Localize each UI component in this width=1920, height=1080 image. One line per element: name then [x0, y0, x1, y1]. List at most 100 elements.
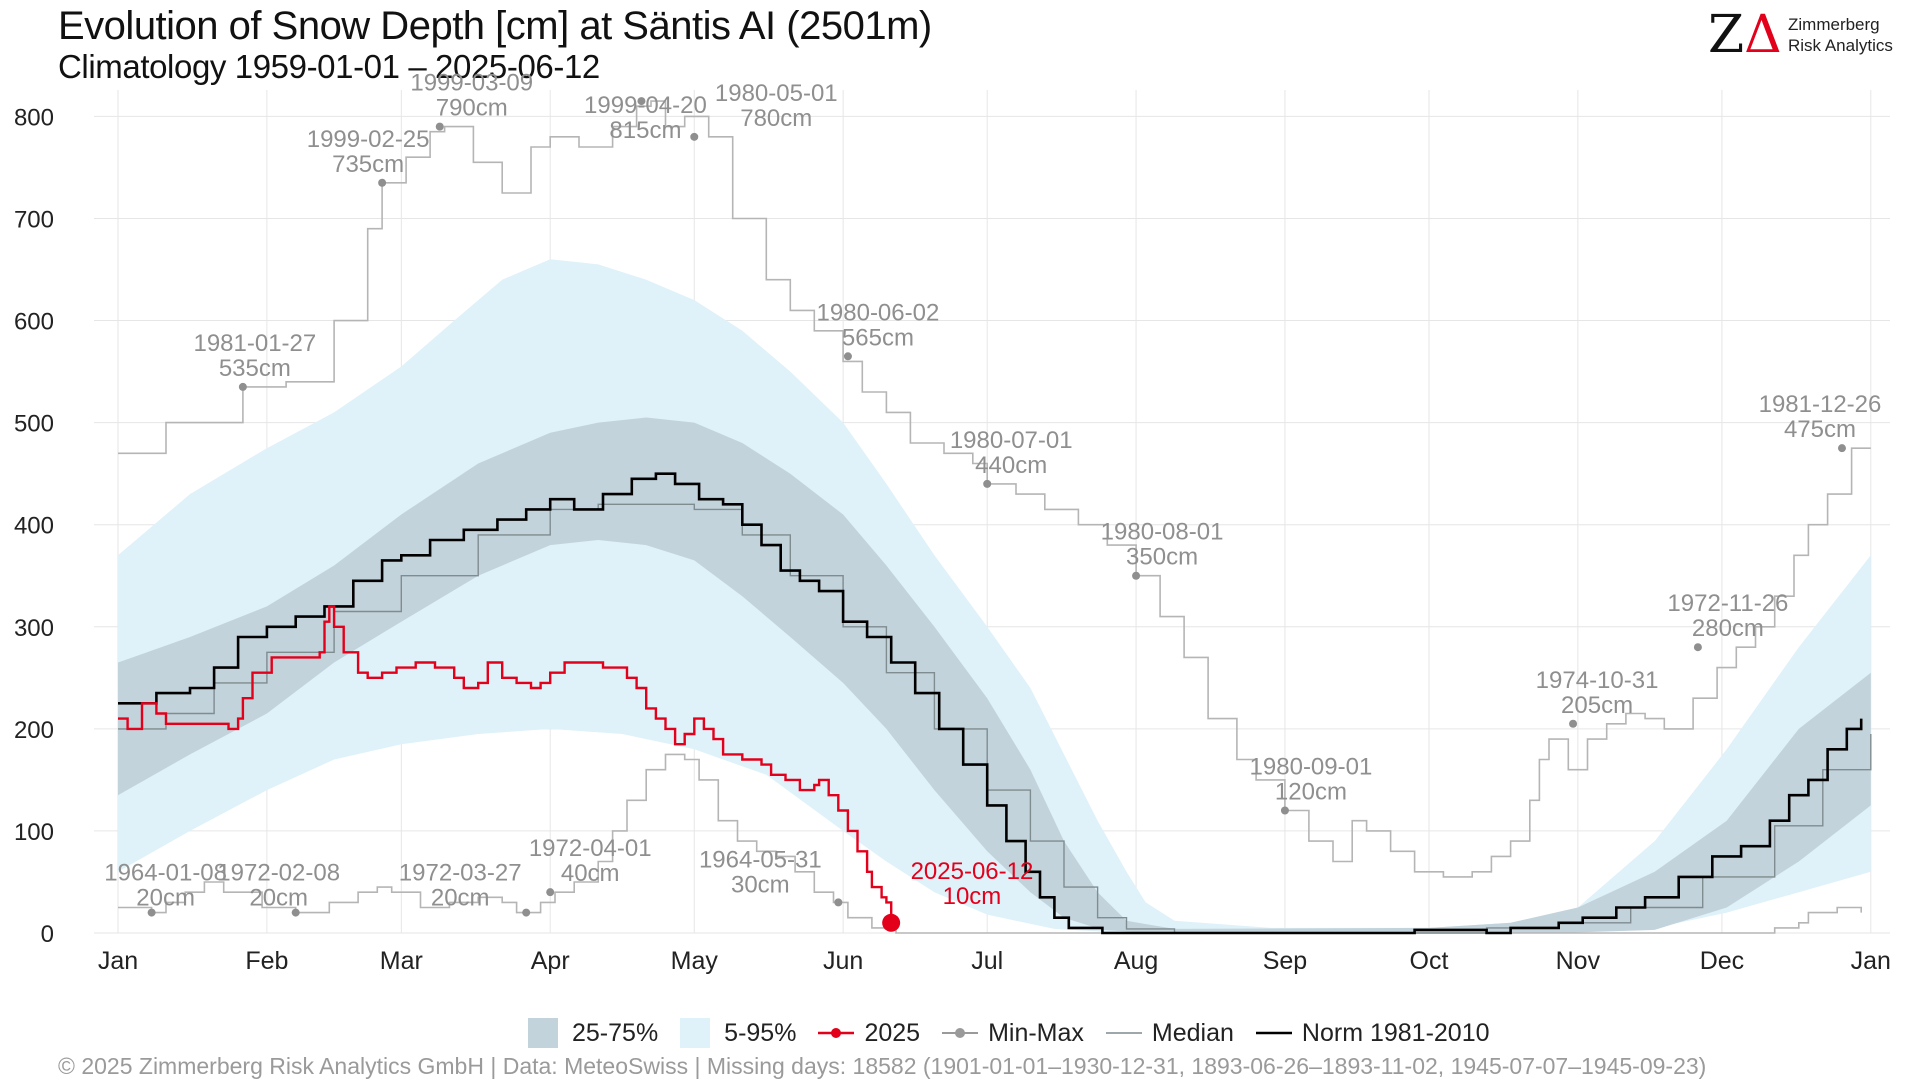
- annotation-date: 1999-02-25: [307, 126, 430, 153]
- annotation-date: 1964-01-08: [104, 860, 227, 887]
- annotation-date: 1964-05-31: [699, 846, 822, 873]
- y-tick-label: 0: [41, 921, 54, 948]
- annotation-date: 1980-08-01: [1101, 519, 1224, 546]
- annotation-value: 735cm: [332, 151, 404, 178]
- x-tick-label: Dec: [1700, 947, 1744, 975]
- annotation-date: 1999-03-09: [410, 70, 533, 97]
- band-25-75: [118, 417, 1871, 933]
- legend-item-norm: Norm 1981-2010: [1255, 1019, 1490, 1048]
- minmax-max-line: [118, 100, 1871, 878]
- logo-line1: Zimmerberg: [1788, 15, 1880, 34]
- legend-label-median: Median: [1151, 1018, 1234, 1047]
- annotation-value: 535cm: [219, 355, 291, 382]
- minmax-marker: [522, 908, 531, 917]
- annotation-value: 205cm: [1561, 692, 1633, 719]
- minmax-marker: [546, 888, 555, 897]
- minmax-marker: [834, 898, 843, 907]
- percentile-bands: [118, 259, 1871, 933]
- x-tick-label: Sep: [1263, 947, 1307, 975]
- band-5-95: [118, 259, 1871, 933]
- logo-delta: Δ: [1744, 5, 1782, 65]
- annotation-value: 10cm: [943, 883, 1002, 910]
- x-tick-label: Feb: [245, 947, 288, 975]
- annotation-value: 815cm: [609, 117, 681, 144]
- minmax-marker: [983, 479, 992, 488]
- legend: 25-75% 5-95% 2025 Min-Max Median Norm 19…: [528, 1016, 1512, 1050]
- y-tick-label: 700: [14, 206, 54, 233]
- annotation-value: 565cm: [842, 324, 914, 351]
- annotation-value: 475cm: [1784, 416, 1856, 443]
- median-line: [118, 503, 1872, 934]
- annotation-value: 20cm: [136, 885, 195, 912]
- annotation-date: 2025-06-12: [911, 858, 1034, 885]
- minmax-marker: [1837, 444, 1846, 453]
- y-tick-label: 600: [14, 309, 54, 336]
- legend-item-median: Median: [1105, 1018, 1234, 1048]
- logo-mark: ZΔ: [1708, 9, 1782, 61]
- legend-label-minmax: Min-Max: [988, 1018, 1084, 1047]
- minmax-marker: [291, 908, 300, 917]
- annotation-date: 1981-01-27: [193, 330, 316, 357]
- annotation-value: 790cm: [436, 95, 508, 122]
- legend-swatch-25-75: [528, 1018, 558, 1048]
- legend-label-2025: 2025: [864, 1018, 921, 1047]
- x-tick-label: May: [671, 947, 719, 975]
- legend-swatch-norm: [1255, 1031, 1292, 1035]
- minmax-marker: [1569, 719, 1578, 728]
- x-tick-label: Jan: [98, 947, 138, 975]
- y-tick-label: 400: [14, 513, 54, 540]
- x-tick-label: Mar: [380, 947, 423, 975]
- axis-labels: 0 100 200 300 400 500 600 700 800 Jan Feb Mar Apr May…: [14, 104, 1891, 975]
- legend-item-25-75: 25-75%: [528, 1018, 658, 1048]
- annotation-date: 1980-06-02: [817, 299, 940, 326]
- minmax-marker: [1132, 571, 1141, 580]
- legend-item-minmax: Min-Max: [942, 1019, 1084, 1048]
- annotation-date: 1972-04-01: [529, 835, 652, 862]
- annotation-date: 1980-09-01: [1250, 754, 1373, 781]
- annotation-date: 1972-02-08: [217, 860, 340, 887]
- legend-swatch-5-95: [680, 1018, 711, 1048]
- legend-label-5-95: 5-95%: [724, 1018, 797, 1047]
- annotation-date: 1974-10-31: [1536, 667, 1659, 694]
- minmax-marker: [843, 352, 852, 361]
- legend-swatch-minmax: [942, 1028, 979, 1038]
- logo-line2: Risk Analytics: [1788, 36, 1893, 55]
- annotation-value: 30cm: [731, 871, 790, 898]
- logo-name: Zimmerberg Risk Analytics: [1788, 14, 1893, 56]
- x-tick-label: Nov: [1556, 947, 1601, 975]
- legend-label-25-75: 25-75%: [572, 1018, 659, 1047]
- x-tick-label: Jan: [1851, 947, 1891, 975]
- y-tick-label: 500: [14, 411, 54, 438]
- annotation-value: 440cm: [975, 452, 1047, 479]
- snow-depth-chart: 1964-01-0820cm1972-02-0820cm1972-03-2720…: [14, 70, 1891, 975]
- minmax-marker: [1693, 643, 1702, 652]
- annotation-value: 20cm: [431, 885, 490, 912]
- annotation-date: 1972-11-26: [1667, 590, 1788, 617]
- annotation-value: 280cm: [1692, 615, 1764, 642]
- annotation-value: 120cm: [1275, 779, 1347, 806]
- minmax-marker: [147, 908, 156, 917]
- minmax-marker: [690, 132, 699, 141]
- minmax-marker: [238, 382, 247, 391]
- y-tick-label: 100: [14, 819, 54, 846]
- legend-item-2025: 2025: [818, 1019, 920, 1048]
- legend-item-5-95: 5-95%: [680, 1018, 796, 1048]
- annotation-date: 1972-03-27: [399, 860, 522, 887]
- x-tick-label: Aug: [1114, 947, 1158, 975]
- minmax-marker: [637, 97, 646, 106]
- x-tick-label: Jul: [971, 947, 1003, 975]
- annotation-value: 40cm: [561, 860, 620, 887]
- annotation-date: 1981-12-26: [1759, 391, 1882, 418]
- norm-line: [118, 472, 1863, 935]
- y-tick-label: 300: [14, 615, 54, 642]
- chart-subtitle: Climatology 1959-01-01 – 2025-06-12: [58, 48, 600, 85]
- x-tick-label: Jun: [823, 947, 863, 975]
- current-year-point: [882, 913, 901, 932]
- minmax-marker: [435, 122, 444, 131]
- annotation-value: 20cm: [249, 885, 308, 912]
- minmax-marker: [1280, 806, 1289, 815]
- annotation-date: 1999-04-20: [584, 92, 707, 119]
- annotation-date: 1980-07-01: [950, 427, 1073, 454]
- legend-swatch-median: [1105, 1032, 1142, 1034]
- x-tick-label: Oct: [1410, 947, 1449, 975]
